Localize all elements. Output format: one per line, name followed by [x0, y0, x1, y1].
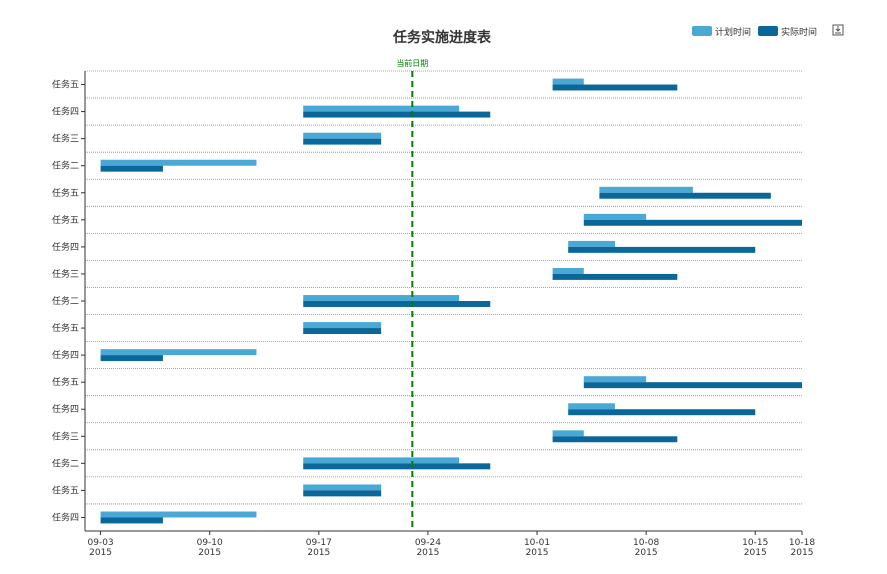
legend-item-plan[interactable]: 计划时间 [692, 26, 751, 38]
plan-bar [599, 186, 693, 193]
actual-bar [583, 382, 802, 389]
actual-bar [303, 490, 382, 497]
x-tick-label: 09-10 [197, 538, 223, 548]
category-label: 任务三 [52, 430, 79, 442]
x-tick-year: 2015 [791, 548, 814, 558]
x-tick-year: 2015 [416, 548, 439, 558]
actual-bar [568, 246, 756, 253]
actual-bar [552, 84, 678, 91]
actual-bar [303, 301, 491, 307]
plan-bar [583, 213, 647, 220]
actual-bar [100, 517, 163, 524]
x-tick-label: 10-08 [633, 538, 659, 548]
actual-bar [599, 192, 771, 199]
x-tick-year: 2015 [526, 548, 549, 558]
current-date-marker: 当前日期 [396, 58, 428, 531]
current-date-label: 当前日期 [396, 58, 428, 68]
plan-bar [583, 376, 647, 383]
actual-bar [100, 355, 163, 362]
actual-bar [100, 165, 163, 172]
axes [81, 71, 803, 535]
actual-bar [303, 111, 491, 118]
category-label: 任务五 [52, 322, 79, 334]
actual-bar [568, 409, 756, 416]
actual-bar [583, 219, 802, 226]
category-label: 任务五 [52, 484, 79, 496]
category-label: 任务二 [52, 160, 79, 172]
category-label: 任务五 [52, 376, 79, 388]
x-tick-year: 2015 [744, 548, 767, 558]
x-tick-year: 2015 [198, 548, 221, 558]
bars [100, 78, 802, 524]
category-label: 任务二 [52, 457, 79, 469]
x-tick-year: 2015 [635, 548, 658, 558]
plan-bar [100, 349, 257, 356]
x-tick-year: 2015 [89, 548, 112, 558]
plan-bar [303, 322, 382, 329]
category-label: 任务四 [52, 241, 79, 253]
chart-title: 任务实施进度表 [392, 29, 492, 46]
x-tick-label: 10-15 [742, 538, 768, 548]
legend-item-actual[interactable]: 实际时间 [758, 26, 817, 38]
x-tick-label: 10-18 [789, 538, 815, 548]
actual-bar [303, 328, 382, 335]
x-tick-year: 2015 [307, 548, 330, 558]
category-label: 任务五 [52, 214, 79, 226]
category-label: 任务四 [52, 403, 79, 415]
plan-bar [552, 78, 584, 85]
plan-bar [303, 132, 382, 139]
plan-bar [552, 430, 584, 437]
category-label: 任务四 [52, 511, 79, 523]
plan-bar [100, 511, 257, 518]
x-tick-label: 09-17 [306, 538, 332, 548]
legend-label-actual: 实际时间 [781, 26, 817, 38]
category-label: 任务三 [52, 268, 79, 280]
legend-label-plan: 计划时间 [715, 26, 751, 38]
category-labels: 任务四任务五任务二任务三任务四任务五任务四任务五任务二任务三任务四任务五任务五任… [52, 79, 79, 524]
actual-bar [303, 138, 382, 145]
plan-bar [552, 267, 584, 274]
x-tick-label: 09-03 [88, 538, 114, 548]
x-tick-label: 09-24 [415, 538, 441, 548]
actual-bar [552, 273, 678, 280]
actual-bar [303, 463, 491, 470]
category-label: 任务四 [52, 106, 79, 118]
category-label: 任务五 [52, 79, 79, 91]
download-icon[interactable] [832, 24, 844, 36]
category-label: 任务三 [52, 133, 79, 145]
x-tick-label: 10-01 [524, 538, 550, 548]
x-tick-labels: 09-03201509-10201509-17201509-24201510-0… [88, 538, 816, 558]
plan-bar [568, 240, 615, 247]
plan-bar [568, 403, 615, 410]
category-label: 任务四 [52, 349, 79, 361]
legend: 计划时间 实际时间 [692, 26, 817, 38]
plan-bar [303, 484, 382, 491]
grid-lines [85, 70, 802, 532]
category-label: 任务二 [52, 295, 79, 307]
plan-bar [303, 105, 460, 112]
plan-bar [303, 295, 460, 301]
legend-swatch-plan [692, 26, 712, 36]
plan-bar [303, 457, 460, 464]
plan-bar [100, 159, 257, 166]
category-label: 任务五 [52, 187, 79, 199]
actual-bar [552, 436, 678, 443]
legend-swatch-actual [758, 26, 778, 36]
